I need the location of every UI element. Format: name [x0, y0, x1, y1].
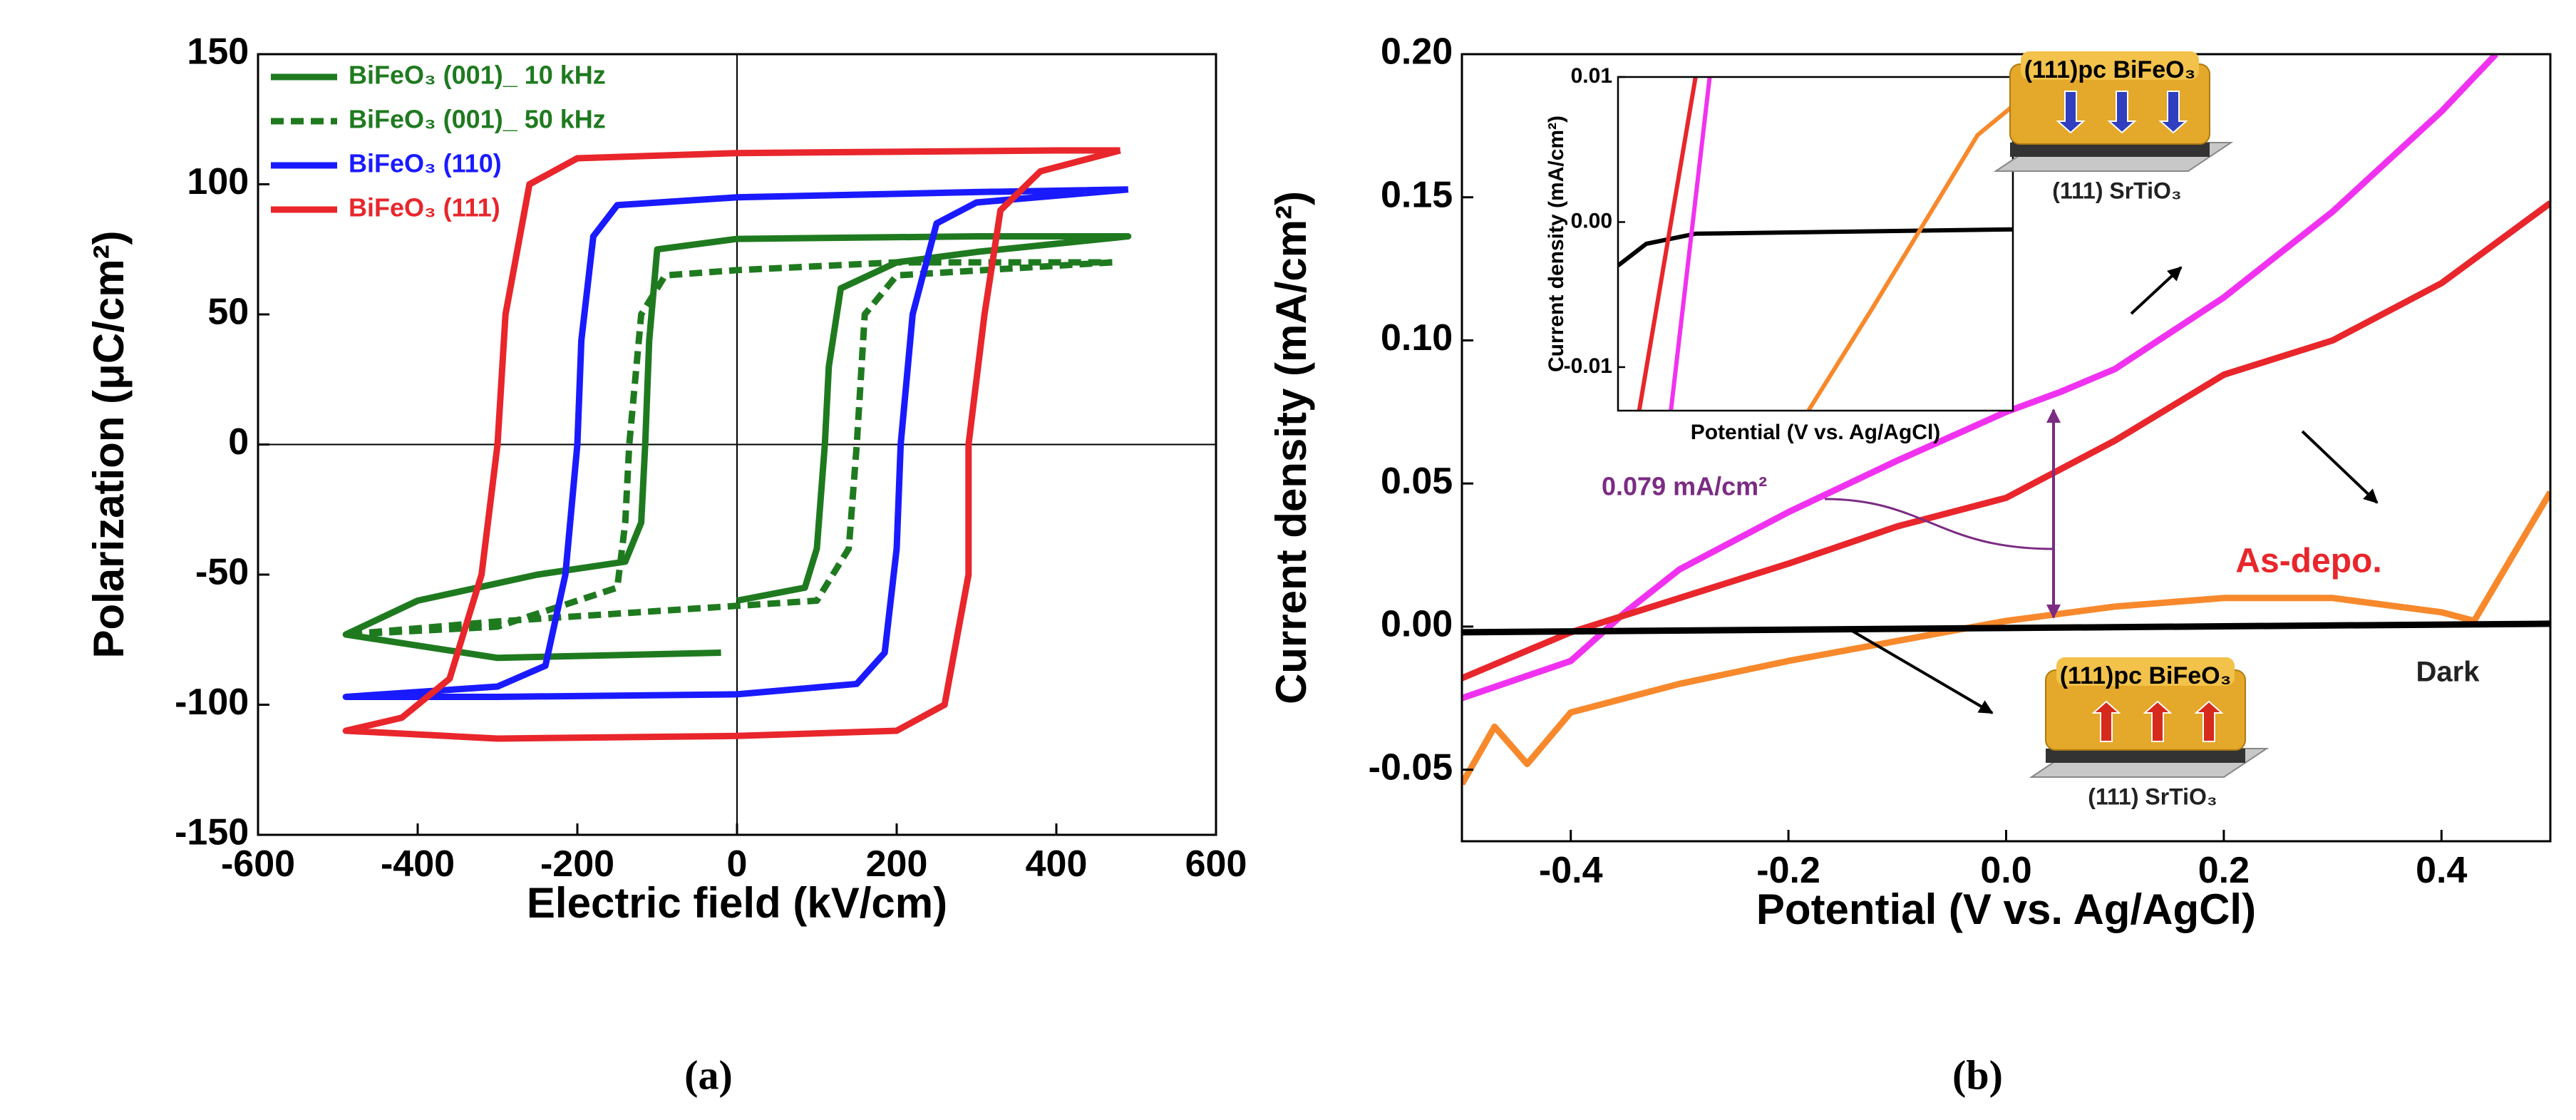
x-tick-label: -0.4 [1539, 850, 1603, 891]
series-label: Dark [2416, 657, 2480, 688]
pointer [2301, 430, 2379, 504]
x-tick-label: 0.0 [1980, 850, 2031, 891]
legend-label: BiFeO₃ (001)_ 10 kHz [349, 61, 606, 90]
plot-area [258, 54, 1216, 835]
film-top [2021, 51, 2199, 80]
x-tick-label: 400 [1026, 843, 1088, 885]
y-tick-label: 0.01 [1571, 64, 1612, 88]
x-tick-label: 600 [1185, 843, 1247, 885]
plot-frame [1617, 76, 2014, 412]
y-tick-label: -50 [195, 552, 249, 593]
pointer [1845, 626, 1994, 714]
polarization-arrow [2143, 700, 2173, 742]
caption: (a) [684, 1052, 733, 1098]
x-axis-title: Potential (V vs. Ag/AgCl) [1691, 421, 1941, 444]
y-tick-label: -150 [175, 812, 249, 853]
series-line [1637, 77, 1698, 411]
caption: (b) [1952, 1052, 2003, 1098]
legend-label: BiFeO₃ (110) [349, 149, 502, 178]
series-line [342, 259, 1113, 638]
bottom-layer [2046, 749, 2245, 763]
y-tick-label: 150 [187, 31, 249, 73]
series-line [342, 147, 1121, 742]
polarization-arrow [2056, 91, 2086, 134]
polarization-arrow [2091, 700, 2121, 742]
polarization-arrow [2194, 700, 2224, 742]
film-top [2056, 657, 2235, 686]
y-axis-title: Polarization (μC/cm²) [85, 230, 133, 658]
series-line [342, 186, 1129, 700]
annotation: 0.079 mA/cm² [1602, 472, 1767, 501]
x-tick-label: -400 [381, 843, 455, 885]
legend-label: BiFeO₃ (111) [349, 193, 500, 222]
plot-frame [257, 53, 1217, 836]
y-tick-label: 0.10 [1381, 317, 1453, 359]
y-tick-label: -100 [175, 682, 249, 723]
y-tick-label: -0.05 [1369, 746, 1453, 788]
x-tick-label: -200 [540, 843, 614, 885]
polarization-arrow [2158, 91, 2188, 134]
inset-background [1618, 77, 2013, 411]
series-line [1462, 620, 2550, 636]
device-label: (111)pc BiFeO₃ [2060, 662, 2232, 689]
series-line [342, 233, 1132, 662]
y-tick-label: 50 [207, 292, 249, 333]
x-tick-label: -600 [221, 843, 295, 885]
series-line [1669, 77, 1712, 411]
annotation-leader [1824, 498, 2054, 550]
substrate-label: (111) SrTiO₃ [2052, 178, 2181, 203]
y-axis-title: Current density (mA/cm²) [1545, 115, 1568, 372]
y-tick-label: -0.01 [1564, 354, 1612, 378]
y-tick-label: 0.00 [1381, 604, 1453, 645]
plot-frame [1460, 53, 2552, 843]
legend-label: BiFeO₃ (001)_ 50 kHz [349, 105, 606, 134]
x-tick-label: 0 [727, 843, 748, 885]
x-tick-label: 0.4 [2416, 850, 2467, 891]
series-line [1462, 200, 2550, 682]
x-tick-label: -0.2 [1756, 850, 1820, 891]
x-tick-label: 200 [866, 843, 928, 885]
x-tick-label: 0.2 [2198, 850, 2250, 891]
series-line [1806, 104, 2013, 411]
bottom-layer [2010, 143, 2210, 157]
y-tick-label: 0.05 [1381, 461, 1453, 502]
y-tick-label: 0 [228, 421, 249, 463]
x-axis-title: Potential (V vs. Ag/AgCl) [1756, 885, 2256, 933]
y-tick-label: 0.15 [1381, 174, 1453, 215]
plot-area [1618, 77, 2013, 411]
series-line [1462, 490, 2550, 786]
y-axis-title: Current density (mA/cm²) [1267, 191, 1315, 704]
pointer [2130, 266, 2183, 315]
series-line [1618, 227, 2013, 267]
polarization-arrow [2107, 91, 2137, 134]
y-tick-label: 0.00 [1571, 209, 1612, 232]
y-tick-label: 100 [187, 161, 249, 202]
plot-area [1462, 54, 2550, 786]
series-label: As-depo. [2235, 543, 2381, 580]
x-axis-title: Electric field (kV/cm) [527, 879, 947, 927]
substrate-label: (111) SrTiO₃ [2088, 784, 2217, 809]
device-label: (111)pc BiFeO₃ [2024, 56, 2196, 83]
y-tick-label: 0.20 [1381, 31, 1453, 73]
